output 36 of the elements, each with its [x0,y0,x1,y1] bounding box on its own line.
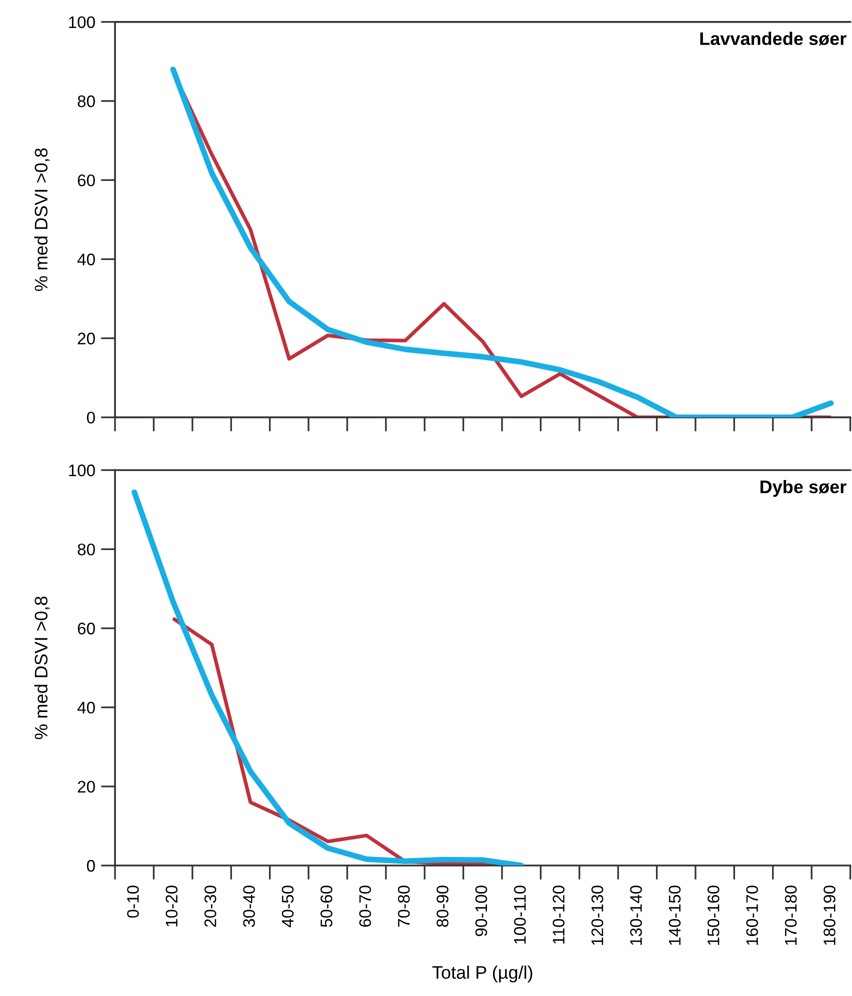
x-tick-label: 180-190 [824,886,836,945]
x-tick-label: 130-140 [630,886,642,945]
y-tick-label: 40 [77,702,95,714]
x-tick-label: 160-170 [746,886,758,945]
y-tick-label: 20 [78,780,95,793]
y-tick-label: 60 [78,174,95,186]
x-tick-label: 100-110 [514,886,526,944]
x-tick-label: 30-40 [243,886,255,927]
y-tick-label: 20 [78,332,95,344]
y-tick-label: 0 [86,860,95,872]
x-tick-label: 70-80 [398,886,410,927]
y-tick-label: 100 [69,16,95,28]
y-tick-label: 80 [78,544,95,556]
y-tick-label: 100 [69,464,95,476]
y-axis-title: % med DSVI >0,8 [34,596,50,740]
text: Dybe søer [760,480,846,497]
x-tick-label: 90-100 [475,886,488,936]
x-tick-label: 40-50 [282,886,294,928]
x-tick-label: 50-60 [320,886,332,927]
y-axis-title: % med DSVI >0,8 [34,148,50,291]
x-tick-label: 60-70 [359,886,372,927]
x-tick-label: 0-10 [127,886,139,918]
y-tick-label: 80 [78,95,95,108]
x-tick-label: 140-150 [668,886,681,945]
x-tick-label: 170-180 [784,886,797,945]
chart-title: Lavvandede søer [700,32,846,46]
y-tick-label: 60 [78,622,95,634]
x-tick-label: 80-90 [436,886,448,927]
x-tick-label: 150-160 [708,886,720,945]
y-tick-label: 40 [77,254,95,266]
x-tick-label: 20-30 [204,886,216,927]
x-tick-label: 10-20 [166,886,178,926]
x-tick-label: 120-130 [591,886,604,945]
y-tick-label: 0 [86,412,95,424]
x-axis-title: Total P (µg/l) [432,966,532,982]
x-tick-label: 110-120 [552,886,565,944]
